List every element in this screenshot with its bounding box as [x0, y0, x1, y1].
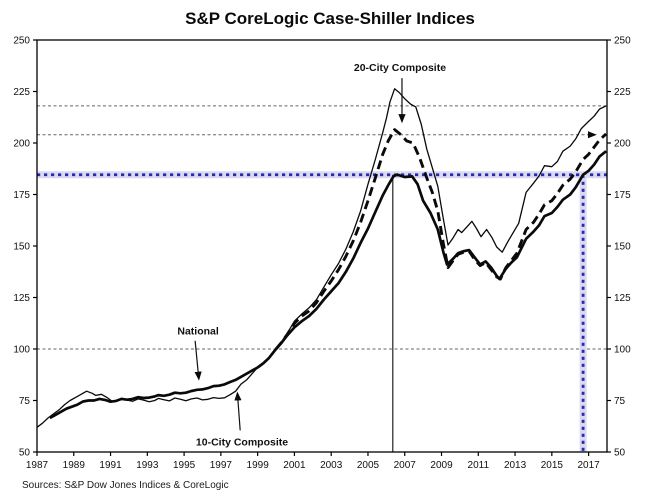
y-tick-label-right: 50: [614, 448, 626, 459]
x-tick-label: 2013: [504, 460, 527, 471]
x-tick-label: 1999: [247, 460, 270, 471]
y-tick-label-left: 175: [13, 190, 30, 201]
y-tick-label-right: 75: [614, 396, 626, 407]
series-line-10-city-composite: [36, 88, 607, 428]
y-tick-label-right: 150: [614, 242, 631, 253]
series-line-national: [49, 150, 607, 420]
x-tick-label: 2003: [320, 460, 343, 471]
x-tick-label: 1993: [136, 460, 159, 471]
y-tick-label-left: 200: [13, 139, 30, 150]
x-tick-label: 1989: [63, 460, 86, 471]
y-tick-label-left: 100: [13, 345, 30, 356]
x-tick-label: 2011: [468, 460, 490, 471]
y-tick-label-left: 75: [19, 396, 31, 407]
x-tick-label: 1995: [173, 460, 196, 471]
y-tick-label-left: 225: [13, 87, 30, 98]
x-tick-label: 2001: [283, 460, 306, 471]
x-tick-label: 1987: [26, 460, 49, 471]
x-tick-label: 2015: [541, 460, 564, 471]
x-tick-label: 2007: [394, 460, 417, 471]
x-tick-label: 2017: [577, 460, 600, 471]
annotation-label: 10-City Composite: [196, 437, 288, 449]
x-tick-label: 2005: [357, 460, 380, 471]
y-tick-label-left: 250: [13, 36, 30, 47]
y-tick-label-left: 125: [13, 293, 30, 304]
y-tick-label-right: 175: [614, 190, 631, 201]
annotation-arrow: [194, 340, 202, 381]
annotation-label: 20-City Composite: [354, 62, 446, 74]
chart-title: S&P CoreLogic Case-Shiller Indices: [185, 9, 475, 28]
x-tick-label: 1997: [210, 460, 233, 471]
y-tick-label-left: 150: [13, 242, 30, 253]
y-tick-label-right: 100: [614, 345, 631, 356]
y-tick-label-right: 200: [614, 139, 631, 150]
x-tick-label: 2009: [430, 460, 453, 471]
x-tick-label: 1991: [99, 460, 122, 471]
y-tick-label-right: 125: [614, 293, 631, 304]
annotation-arrow: [234, 391, 242, 431]
y-tick-label-right: 250: [614, 36, 631, 47]
y-tick-label-left: 50: [19, 448, 31, 459]
source-note: Sources: S&P Dow Jones Indices & CoreLog…: [22, 480, 229, 491]
annotation-label: National: [177, 325, 219, 337]
series-line-20-city-composite: [274, 128, 608, 350]
y-tick-label-right: 225: [614, 87, 631, 98]
